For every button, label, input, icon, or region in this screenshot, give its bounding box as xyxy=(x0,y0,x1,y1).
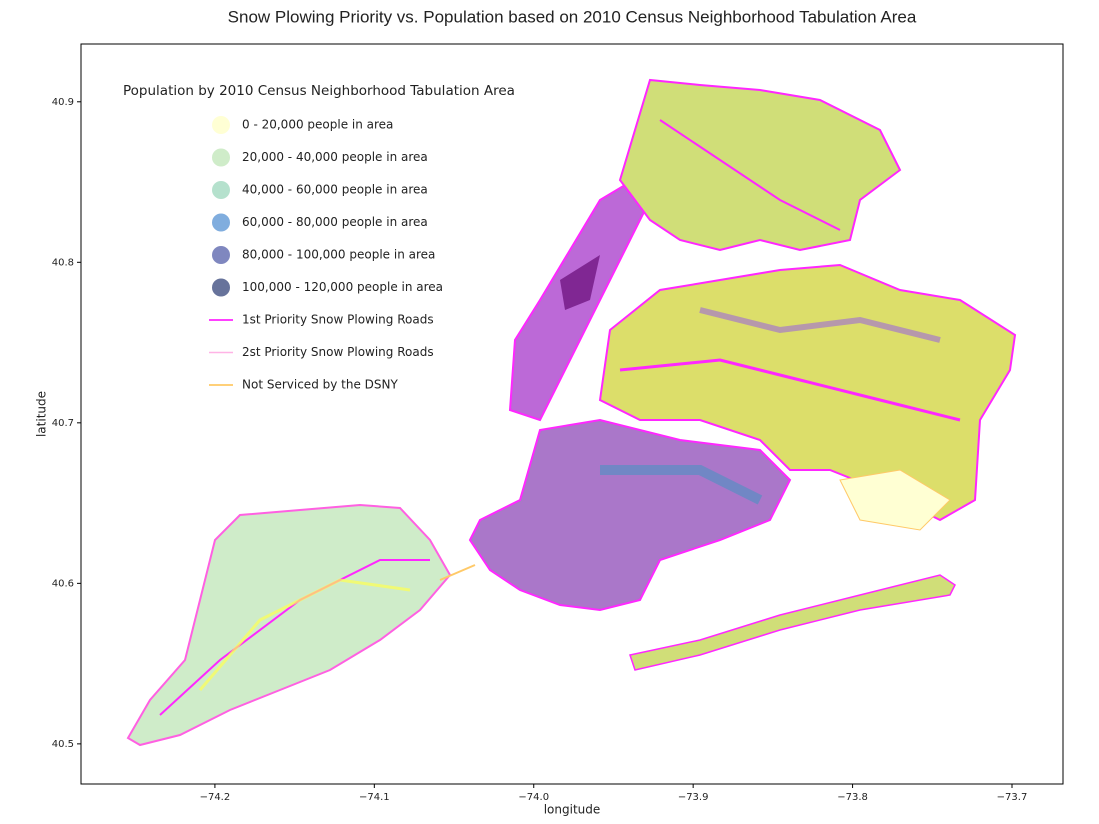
area xyxy=(560,255,600,310)
map-shapes xyxy=(126,78,1017,747)
y-tick-label: 40.7 xyxy=(52,418,74,429)
y-tick-label: 40.5 xyxy=(52,739,74,750)
legend-label: 0 - 20,000 people in area xyxy=(242,118,393,132)
legend-label: 2st Priority Snow Plowing Roads xyxy=(242,345,434,359)
airport xyxy=(839,469,951,531)
road xyxy=(198,578,411,691)
legend-marker xyxy=(212,278,230,297)
y-axis-label: latitude xyxy=(35,391,49,437)
legend-marker xyxy=(212,246,230,264)
legend-title: Population by 2010 Census Neighborhood T… xyxy=(123,83,515,99)
x-tick-label: −74.0 xyxy=(518,792,549,803)
legend-label: 60,000 - 80,000 people in area xyxy=(242,215,428,229)
brooklyn xyxy=(468,418,792,612)
x-tick-label: −73.7 xyxy=(997,792,1028,803)
area xyxy=(699,307,941,343)
y-tick-label: 40.9 xyxy=(52,97,74,108)
x-axis-label: longitude xyxy=(544,803,601,817)
legend-marker xyxy=(212,213,230,232)
legend-label: Not Serviced by the DSNY xyxy=(242,378,398,392)
legend-label: 40,000 - 60,000 people in area xyxy=(242,183,428,197)
bronx xyxy=(618,78,902,252)
x-tick-label: −74.2 xyxy=(200,792,231,803)
legend-label: 1st Priority Snow Plowing Roads xyxy=(242,313,434,327)
legend-label: 80,000 - 100,000 people in area xyxy=(242,248,435,262)
legend-marker xyxy=(212,181,230,199)
y-tick-label: 40.6 xyxy=(52,578,74,589)
legend-marker xyxy=(212,148,230,167)
y-tick-label: 40.8 xyxy=(52,257,74,268)
chart-title: Snow Plowing Priority vs. Population bas… xyxy=(228,7,917,26)
bridge xyxy=(439,564,476,581)
rockaway xyxy=(629,574,956,671)
road xyxy=(619,358,961,422)
legend-marker xyxy=(212,116,230,134)
x-tick-label: −73.8 xyxy=(837,792,868,803)
legend-label: 20,000 - 40,000 people in area xyxy=(242,150,428,164)
road xyxy=(659,119,841,231)
x-tick-label: −73.9 xyxy=(678,792,709,803)
x-tick-label: −74.1 xyxy=(359,792,390,803)
queens xyxy=(598,263,1017,522)
legend-label: 100,000 - 120,000 people in area xyxy=(242,280,443,294)
area xyxy=(600,465,763,505)
